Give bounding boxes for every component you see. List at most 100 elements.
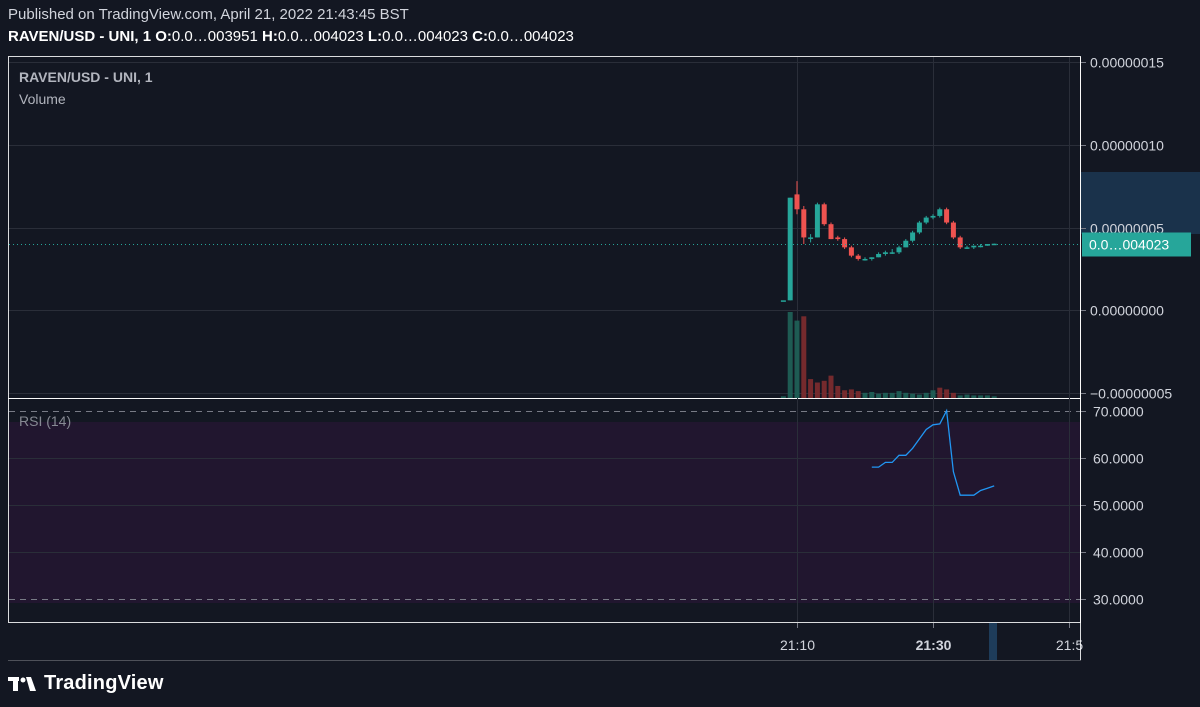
volume-series: [780, 312, 997, 398]
volume-bar: [910, 393, 916, 398]
candle-body: [848, 247, 854, 256]
candle-body: [916, 222, 922, 233]
rsi-tick-label: 50.0000: [1093, 498, 1144, 514]
candle-body: [828, 224, 834, 240]
candle-body: [944, 209, 950, 223]
volume-bar: [787, 312, 793, 398]
candle-body: [984, 244, 990, 246]
candle-body: [889, 252, 895, 254]
volume-bar: [896, 391, 902, 398]
candle-body: [896, 247, 902, 253]
volume-bar: [794, 320, 800, 398]
candle-body: [882, 252, 888, 254]
axes: 0.000000150.000000100.000000050.00000000…: [780, 55, 1191, 660]
ohlc-header: RAVEN/USD - UNI, 1 O:0.0…003951 H:0.0…00…: [8, 28, 574, 45]
high-value: 0.0…004023: [277, 28, 364, 45]
pane-symbol-label: RAVEN/USD - UNI, 1: [19, 69, 153, 85]
candle-body: [876, 253, 882, 258]
candle-body: [991, 243, 997, 246]
rsi-tick-label: 30.0000: [1093, 592, 1144, 608]
candle-body: [794, 194, 800, 210]
volume-bar: [937, 387, 943, 398]
candle-body: [950, 222, 956, 238]
candle-body: [801, 209, 807, 238]
volume-bar: [923, 392, 929, 398]
candle-body: [862, 258, 868, 261]
footer-logo[interactable]: TradingView: [8, 672, 164, 695]
volume-bar: [869, 391, 875, 398]
time-scale-highlight: [989, 623, 997, 660]
candle-body: [978, 245, 984, 248]
volume-bar: [889, 392, 895, 398]
open-label: O:: [155, 28, 172, 45]
price-scale-highlight: [1081, 172, 1200, 234]
volume-bar: [882, 392, 888, 398]
volume-bar: [944, 389, 950, 398]
rsi-series: [871, 408, 995, 496]
volume-bar: [903, 392, 909, 398]
footer-brand: TradingView: [44, 672, 164, 694]
candle-body: [923, 217, 929, 223]
price-tick-label: 0.00000000: [1090, 303, 1164, 319]
candle-body: [964, 247, 970, 249]
time-tick-label: 21:10: [780, 637, 815, 653]
tradingview-logo-icon: [8, 676, 36, 691]
candle-body: [869, 257, 875, 259]
volume-bar: [916, 394, 922, 398]
volume-bar: [964, 394, 970, 398]
volume-bar: [814, 382, 820, 398]
volume-bar: [971, 395, 977, 398]
price-tick-label: 0.00000010: [1090, 138, 1164, 154]
rsi-band: [9, 422, 1080, 603]
candle-body: [814, 204, 820, 238]
last-price-label: 0.0…004023: [1089, 237, 1169, 253]
candle-body: [930, 215, 936, 218]
rsi-tick-label: 60.0000: [1093, 451, 1144, 467]
candle-body: [808, 237, 814, 239]
volume-bar: [950, 392, 956, 398]
volume-bar: [848, 389, 854, 398]
volume-bar: [808, 379, 814, 398]
last-price-label-bg: [1082, 232, 1191, 257]
volume-bar: [842, 390, 848, 398]
close-value: 0.0…004023: [487, 28, 574, 45]
candle-body: [855, 255, 861, 259]
candle-body: [957, 237, 963, 248]
candle-body: [821, 204, 827, 225]
low-label: L:: [367, 28, 383, 45]
high-label: H:: [262, 28, 278, 45]
candle-body: [787, 197, 793, 301]
candle-body: [842, 239, 848, 248]
time-tick-label: 21:30: [916, 637, 952, 653]
volume-bar: [876, 393, 882, 398]
volume-bar: [780, 396, 786, 398]
volume-bar: [821, 380, 827, 398]
header-symbol: RAVEN/USD - UNI, 1: [8, 28, 152, 45]
rsi-tick-label: 40.0000: [1093, 545, 1144, 561]
open-value: 0.0…003951: [171, 28, 258, 45]
volume-bar: [991, 396, 997, 398]
candle-body: [910, 232, 916, 241]
volume-bar: [984, 395, 990, 398]
price-tick-label: 0.00000015: [1090, 55, 1164, 71]
volume-bar: [855, 391, 861, 398]
volume-bar: [835, 385, 841, 398]
rsi-line: [871, 408, 995, 496]
pane-rsi-label: RSI (14): [19, 413, 71, 429]
candle-body: [937, 209, 943, 216]
volume-bar: [862, 392, 868, 398]
rsi-tick-label: 70.0000: [1093, 404, 1144, 420]
low-value: 0.0…004023: [382, 28, 468, 45]
volume-bar: [978, 395, 984, 398]
candle-body: [835, 237, 841, 240]
close-label: C:: [472, 28, 488, 45]
published-info: Published on TradingView.com, April 21, …: [8, 6, 409, 23]
volume-bar: [828, 375, 834, 398]
price-tick-label: −0.00000005: [1090, 386, 1172, 402]
candle-series: [780, 181, 997, 302]
candle-body: [971, 245, 977, 248]
pane-volume-label: Volume: [19, 91, 66, 107]
volume-bar: [930, 390, 936, 398]
time-tick-label: 21:5: [1056, 637, 1083, 653]
